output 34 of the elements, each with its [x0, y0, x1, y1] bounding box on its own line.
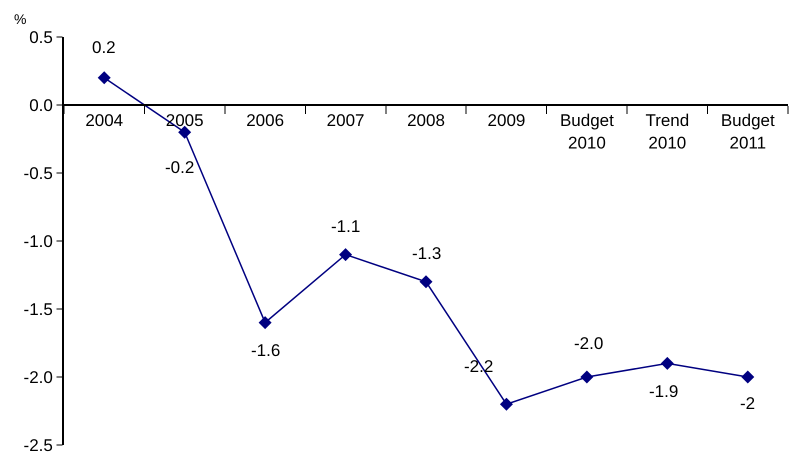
x-tick-label: Budget 2011	[720, 111, 775, 152]
x-tick-label: Trend 2010	[645, 111, 690, 152]
point	[339, 248, 352, 262]
data-label: -0.2	[165, 158, 194, 177]
x-tick-label: 2006	[246, 111, 284, 130]
x-tick-label: 2004	[85, 111, 124, 130]
data-label: -1.6	[251, 341, 280, 360]
point	[500, 398, 513, 411]
y-tick-label: 0.0	[29, 96, 53, 115]
y-tick-label: -1.5	[24, 300, 53, 319]
point	[178, 126, 192, 139]
point	[580, 370, 594, 384]
data-label: -1.1	[331, 217, 360, 236]
point	[660, 356, 674, 370]
point	[258, 316, 272, 330]
data-label: -2	[740, 394, 756, 413]
x-tick-label: 2009	[488, 111, 526, 130]
y-tick-label: -2.0	[24, 368, 53, 387]
y-tick-label: 0.5	[29, 28, 53, 47]
data-label: -2.0	[574, 334, 604, 353]
point	[741, 370, 754, 384]
x-tick-label: Budget 2010	[560, 111, 614, 152]
y-tick-label: -2.5	[24, 436, 53, 455]
y-tick-label: -1.0	[24, 232, 53, 251]
data-label: -1.3	[412, 244, 442, 263]
data-label: 0.2	[92, 38, 116, 57]
point	[420, 275, 432, 288]
x-tick-label: 2007	[326, 111, 364, 130]
point	[98, 71, 111, 84]
x-tick-label: 2008	[407, 111, 445, 130]
y-tick-label: -0.5	[24, 164, 53, 183]
data-label: -1.9	[649, 382, 678, 401]
x-tick-label: 2005	[166, 111, 204, 130]
y-axis-title: %	[14, 11, 26, 27]
